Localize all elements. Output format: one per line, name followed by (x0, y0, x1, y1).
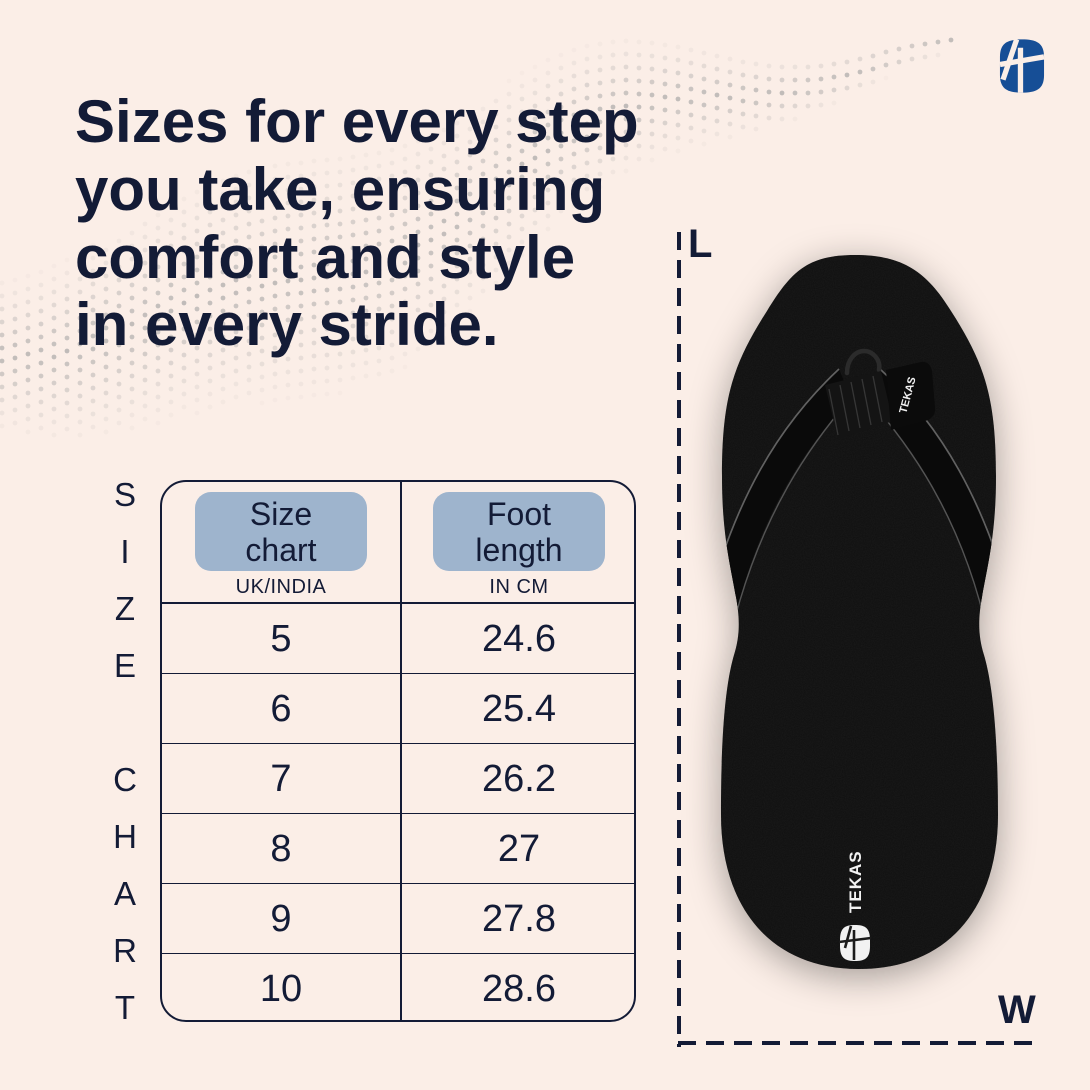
svg-text:TEKAS: TEKAS (846, 850, 865, 913)
